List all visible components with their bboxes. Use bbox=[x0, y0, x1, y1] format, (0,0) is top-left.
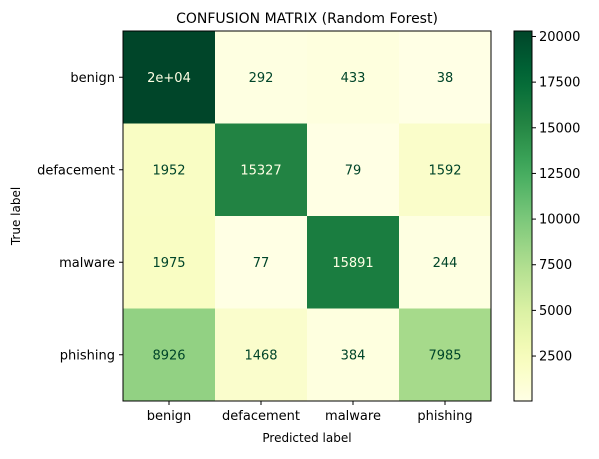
y-tick-label: phishing bbox=[60, 348, 115, 363]
heatmap-cell bbox=[215, 31, 308, 124]
cell-value-label: 1468 bbox=[244, 348, 277, 363]
cell-value-label: 15327 bbox=[240, 163, 281, 178]
x-axis: benign defacement malware phishing bbox=[147, 401, 473, 424]
colorbar bbox=[513, 30, 533, 402]
heatmap-cell bbox=[215, 123, 308, 217]
plot-frame bbox=[122, 30, 492, 402]
heatmap-cell bbox=[215, 216, 308, 309]
heatmap-cell bbox=[307, 123, 400, 217]
heatmap-cell bbox=[123, 123, 216, 217]
cell-value-label: 2e+04 bbox=[147, 71, 191, 86]
cell-value-label: 7985 bbox=[428, 348, 461, 363]
heatmap-cells: 2e+04 292 433 38 1952 15327 79 1592 1975 77 15891 2… bbox=[123, 31, 492, 402]
y-axis-label: True label bbox=[9, 187, 23, 246]
heatmap-cell bbox=[399, 308, 492, 402]
colorbar-tick-label: 10000 bbox=[539, 213, 580, 228]
heatmap-cell bbox=[123, 308, 216, 402]
colorbar-tick-label: 20000 bbox=[539, 30, 580, 45]
heatmap-cell bbox=[307, 216, 400, 309]
y-axis: benign defacement malware phishing bbox=[37, 71, 123, 363]
y-tick-label: benign bbox=[70, 71, 115, 86]
cell-value-label: 79 bbox=[345, 163, 362, 178]
y-tick-label: malware bbox=[59, 256, 115, 271]
cell-value-label: 384 bbox=[341, 348, 366, 363]
heatmap-cell bbox=[399, 31, 492, 124]
cell-value-label: 77 bbox=[253, 256, 270, 271]
heatmap-cell bbox=[123, 216, 216, 309]
heatmap-cell bbox=[215, 308, 308, 402]
heatmap-cell bbox=[399, 216, 492, 309]
cell-value-label: 8926 bbox=[152, 348, 185, 363]
heatmap-cell bbox=[307, 308, 400, 402]
x-tick-label: malware bbox=[325, 409, 381, 424]
x-tick-label: benign bbox=[147, 409, 192, 424]
cell-value-label: 1952 bbox=[152, 163, 185, 178]
colorbar-tick-label: 7500 bbox=[539, 258, 572, 273]
cell-value-label: 244 bbox=[433, 256, 458, 271]
x-tick-label: phishing bbox=[417, 409, 472, 424]
cell-value-label: 1975 bbox=[152, 256, 185, 271]
chart-title: CONFUSION MATRIX (Random Forest) bbox=[176, 11, 438, 27]
heatmap-cell bbox=[307, 31, 400, 124]
heatmap-cell bbox=[123, 31, 216, 124]
heatmap-cell bbox=[399, 123, 492, 217]
x-tick-label: defacement bbox=[222, 409, 300, 424]
colorbar-tick-label: 2500 bbox=[539, 350, 572, 365]
colorbar-tick-label: 17500 bbox=[539, 76, 580, 91]
colorbar-tick-label: 15000 bbox=[539, 121, 580, 136]
cell-value-label: 1592 bbox=[428, 163, 461, 178]
colorbar-tick-label: 12500 bbox=[539, 167, 580, 182]
cell-value-label: 15891 bbox=[332, 256, 373, 271]
colorbar-tick-label: 5000 bbox=[539, 304, 572, 319]
y-tick-label: defacement bbox=[37, 163, 115, 178]
cell-value-label: 433 bbox=[341, 71, 366, 86]
x-axis-label: Predicted label bbox=[262, 431, 351, 445]
cell-value-label: 38 bbox=[437, 71, 454, 86]
colorbar-axis: 2500 5000 7500 10000 12500 15000 17500 20000 bbox=[532, 30, 580, 365]
cell-value-label: 292 bbox=[249, 71, 274, 86]
